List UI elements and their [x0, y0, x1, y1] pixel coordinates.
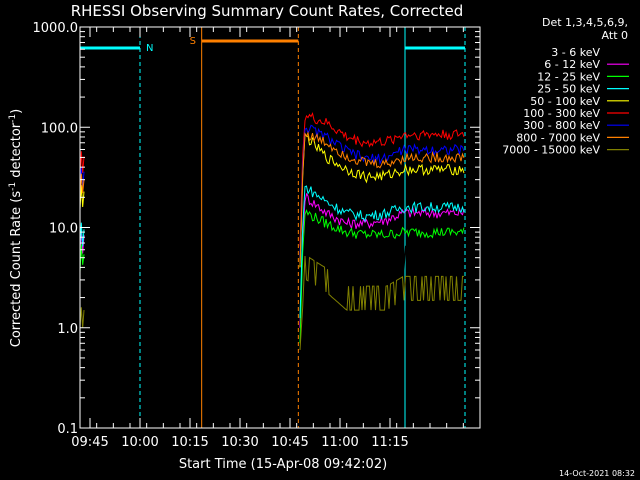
series-trace	[299, 131, 465, 265]
series-early-trace	[79, 151, 85, 175]
y-tick-label: 1.0	[57, 322, 78, 337]
legend-entry-label: 25 - 50 keV	[537, 83, 600, 96]
legend-entry-label: 6 - 12 keV	[544, 58, 600, 71]
series-trace	[299, 255, 464, 351]
y-axis-label: Corrected Count Rate (s-1 detector-1)	[8, 109, 24, 347]
saa-label: S	[190, 36, 196, 47]
plot-marks: NS	[79, 27, 466, 428]
series-trace	[299, 112, 465, 247]
x-axis-label: Start Time (15-Apr-08 09:42:02)	[179, 457, 387, 472]
series-trace	[299, 185, 465, 319]
series-early-trace	[79, 271, 85, 298]
series-early-trace	[79, 222, 85, 247]
x-tick-label: 10:15	[171, 435, 208, 450]
x-tick-label: 09:45	[71, 435, 108, 450]
series-trace	[299, 220, 465, 351]
legend-entry-label: 7000 - 15000 keV	[502, 144, 600, 157]
x-tick-label: 11:15	[371, 435, 408, 450]
series-trace	[299, 131, 465, 268]
timestamp: 14-Oct-2021 08:32	[559, 469, 635, 478]
legend-entry-label: 300 - 800 keV	[523, 119, 600, 132]
legend-entry-label: 100 - 300 keV	[523, 107, 600, 120]
series-trace	[299, 208, 465, 344]
x-tick-label: 10:30	[221, 435, 258, 450]
chart-title: RHESSI Observing Summary Count Rates, Co…	[71, 2, 464, 20]
legend-entry-label: 3 - 6 keV	[551, 46, 600, 59]
x-tick-label: 11:00	[321, 435, 358, 450]
y-tick-label: 0.1	[57, 422, 78, 437]
y-tick-label: 1000.0	[33, 21, 79, 36]
legend-header-line: Det 1,3,4,5,6,9,	[542, 16, 628, 29]
x-tick-label: 10:45	[271, 435, 308, 450]
x-axis: 09:45 10:00 10:15 10:30 10:45 11:00 11:15	[71, 27, 481, 450]
y-tick-label: 100.0	[41, 121, 78, 136]
series-early-trace	[79, 173, 85, 198]
y-tick-label: 10.0	[49, 222, 78, 237]
series-trace	[299, 192, 465, 328]
night-label: N	[146, 43, 153, 54]
x-tick-label: 10:00	[121, 435, 158, 450]
legend-header-line: Att 0	[602, 29, 628, 42]
legend-entry-label: 12 - 25 keV	[537, 70, 600, 83]
legend-entry-label: 50 - 100 keV	[530, 95, 600, 108]
series-early-trace	[79, 307, 85, 328]
y-axis: 1000.0 100.0 10.0 1.0 0.1	[33, 21, 480, 437]
legend-entry-label: 800 - 7000 keV	[516, 131, 600, 144]
